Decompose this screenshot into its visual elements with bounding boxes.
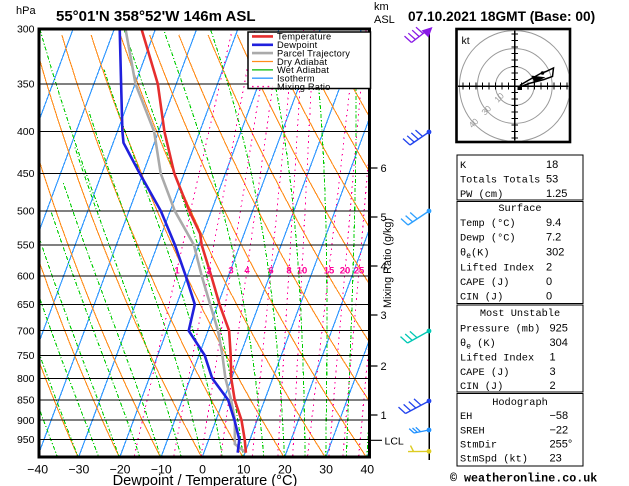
- svg-text:4: 4: [244, 266, 250, 277]
- svg-text:ASL: ASL: [374, 14, 395, 26]
- svg-text:−22: −22: [550, 425, 569, 437]
- svg-text:255°: 255°: [550, 439, 573, 451]
- svg-text:0: 0: [546, 276, 552, 288]
- svg-text:15: 15: [324, 266, 335, 277]
- svg-text:CAPE (J): CAPE (J): [460, 367, 509, 379]
- svg-text:kt: kt: [462, 35, 470, 47]
- svg-text:K: K: [460, 160, 467, 172]
- svg-text:km: km: [374, 1, 389, 13]
- svg-text:600: 600: [17, 271, 35, 283]
- svg-text:6: 6: [381, 163, 387, 175]
- svg-text:Temp (°C): Temp (°C): [460, 218, 516, 230]
- svg-text:θe(K): θe(K): [460, 248, 490, 262]
- svg-text:CIN (J): CIN (J): [460, 381, 503, 393]
- svg-text:Dewpoint / Temperature (°C): Dewpoint / Temperature (°C): [113, 473, 298, 486]
- svg-text:−20: −20: [110, 463, 131, 477]
- svg-text:0: 0: [546, 291, 552, 303]
- svg-text:1: 1: [381, 410, 387, 422]
- svg-text:2: 2: [546, 262, 552, 274]
- svg-text:Isotherm: Isotherm: [277, 74, 315, 84]
- svg-text:55°01'N 358°52'W 146m ASL: 55°01'N 358°52'W 146m ASL: [56, 8, 256, 25]
- svg-text:EH: EH: [460, 411, 472, 423]
- svg-text:10: 10: [297, 266, 308, 277]
- svg-text:Most Unstable: Most Unstable: [480, 308, 560, 320]
- svg-text:7.2: 7.2: [546, 232, 561, 244]
- svg-text:3: 3: [228, 266, 233, 277]
- svg-text:750: 750: [17, 350, 35, 362]
- svg-text:900: 900: [17, 415, 35, 427]
- svg-text:CAPE (J): CAPE (J): [460, 277, 509, 289]
- svg-text:07.10.2021 18GMT (Base: 00): 07.10.2021 18GMT (Base: 00): [408, 9, 595, 24]
- svg-text:700: 700: [17, 325, 35, 337]
- svg-text:350: 350: [17, 79, 35, 91]
- svg-text:500: 500: [17, 206, 35, 218]
- svg-text:2: 2: [206, 266, 211, 277]
- svg-text:1.25: 1.25: [546, 188, 567, 200]
- svg-text:20: 20: [340, 266, 351, 277]
- svg-text:5: 5: [381, 212, 387, 224]
- svg-text:SREH: SREH: [460, 426, 485, 438]
- svg-text:Pressure (mb): Pressure (mb): [460, 324, 540, 336]
- svg-text:4: 4: [381, 261, 387, 273]
- svg-text:2: 2: [381, 361, 387, 373]
- svg-text:18: 18: [546, 159, 558, 171]
- svg-text:−10: −10: [151, 463, 172, 477]
- svg-text:hPa: hPa: [16, 5, 36, 17]
- svg-text:300: 300: [17, 24, 35, 36]
- svg-text:8: 8: [286, 266, 291, 277]
- svg-text:23: 23: [550, 453, 562, 465]
- svg-text:Mixing Ratio: Mixing Ratio: [277, 82, 331, 92]
- svg-text:−58: −58: [550, 410, 569, 422]
- svg-text:Parcel Trajectory: Parcel Trajectory: [277, 48, 350, 58]
- svg-text:30: 30: [319, 463, 333, 477]
- svg-text:© weatheronline.co.uk: © weatheronline.co.uk: [450, 472, 597, 486]
- svg-text:StmDir: StmDir: [460, 440, 497, 452]
- svg-text:Surface: Surface: [498, 203, 541, 215]
- svg-text:6: 6: [268, 266, 273, 277]
- svg-text:40: 40: [360, 463, 374, 477]
- svg-text:0: 0: [199, 463, 206, 477]
- svg-text:−40: −40: [27, 463, 48, 477]
- svg-text:550: 550: [17, 240, 35, 252]
- svg-text:950: 950: [17, 434, 35, 446]
- svg-text:CIN (J): CIN (J): [460, 292, 503, 304]
- svg-text:−30: −30: [68, 463, 89, 477]
- svg-text:20: 20: [278, 463, 292, 477]
- svg-text:Hodograph: Hodograph: [492, 397, 548, 409]
- svg-text:450: 450: [17, 168, 35, 180]
- svg-text:2: 2: [550, 380, 556, 392]
- svg-text:53: 53: [546, 174, 558, 186]
- svg-text:Totals Totals: Totals Totals: [460, 175, 540, 187]
- svg-text:Mixing Ratio (g/kg): Mixing Ratio (g/kg): [382, 218, 394, 308]
- svg-text:304: 304: [550, 337, 568, 349]
- svg-text:Dewp (°C): Dewp (°C): [460, 233, 516, 245]
- svg-text:850: 850: [17, 395, 35, 407]
- svg-text:PW (cm): PW (cm): [460, 189, 503, 201]
- svg-text:9.4: 9.4: [546, 217, 561, 229]
- svg-text:Dry Adiabat: Dry Adiabat: [277, 57, 327, 67]
- svg-text:10: 10: [237, 463, 251, 477]
- svg-text:25: 25: [354, 266, 365, 277]
- svg-text:1: 1: [550, 352, 556, 364]
- svg-text:3: 3: [550, 366, 556, 378]
- svg-text:StmSpd (kt): StmSpd (kt): [460, 454, 528, 466]
- svg-text:3: 3: [381, 310, 387, 322]
- svg-text:Wet Adiabat: Wet Adiabat: [277, 65, 329, 75]
- svg-text:800: 800: [17, 373, 35, 385]
- svg-text:302: 302: [546, 247, 564, 259]
- svg-text:1: 1: [174, 266, 180, 277]
- svg-text:650: 650: [17, 299, 35, 311]
- svg-text:Temperature: Temperature: [277, 32, 331, 42]
- svg-text:LCL: LCL: [385, 436, 404, 448]
- svg-text:θe (K): θe (K): [460, 338, 496, 352]
- svg-text:925: 925: [550, 323, 568, 335]
- svg-text:Lifted Index: Lifted Index: [460, 353, 534, 365]
- svg-text:400: 400: [17, 126, 35, 138]
- svg-text:Lifted Index: Lifted Index: [460, 263, 534, 275]
- svg-text:Dewpoint: Dewpoint: [277, 40, 318, 50]
